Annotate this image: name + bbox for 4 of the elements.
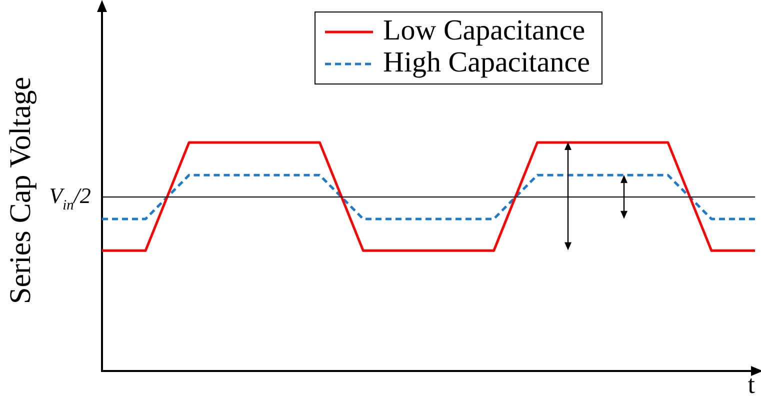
y-axis-title: Series Cap Voltage	[4, 76, 37, 304]
x-axis-title: t	[748, 370, 756, 400]
legend-label: High Capacitance	[383, 46, 590, 79]
legend-label: Low Capacitance	[383, 14, 586, 47]
